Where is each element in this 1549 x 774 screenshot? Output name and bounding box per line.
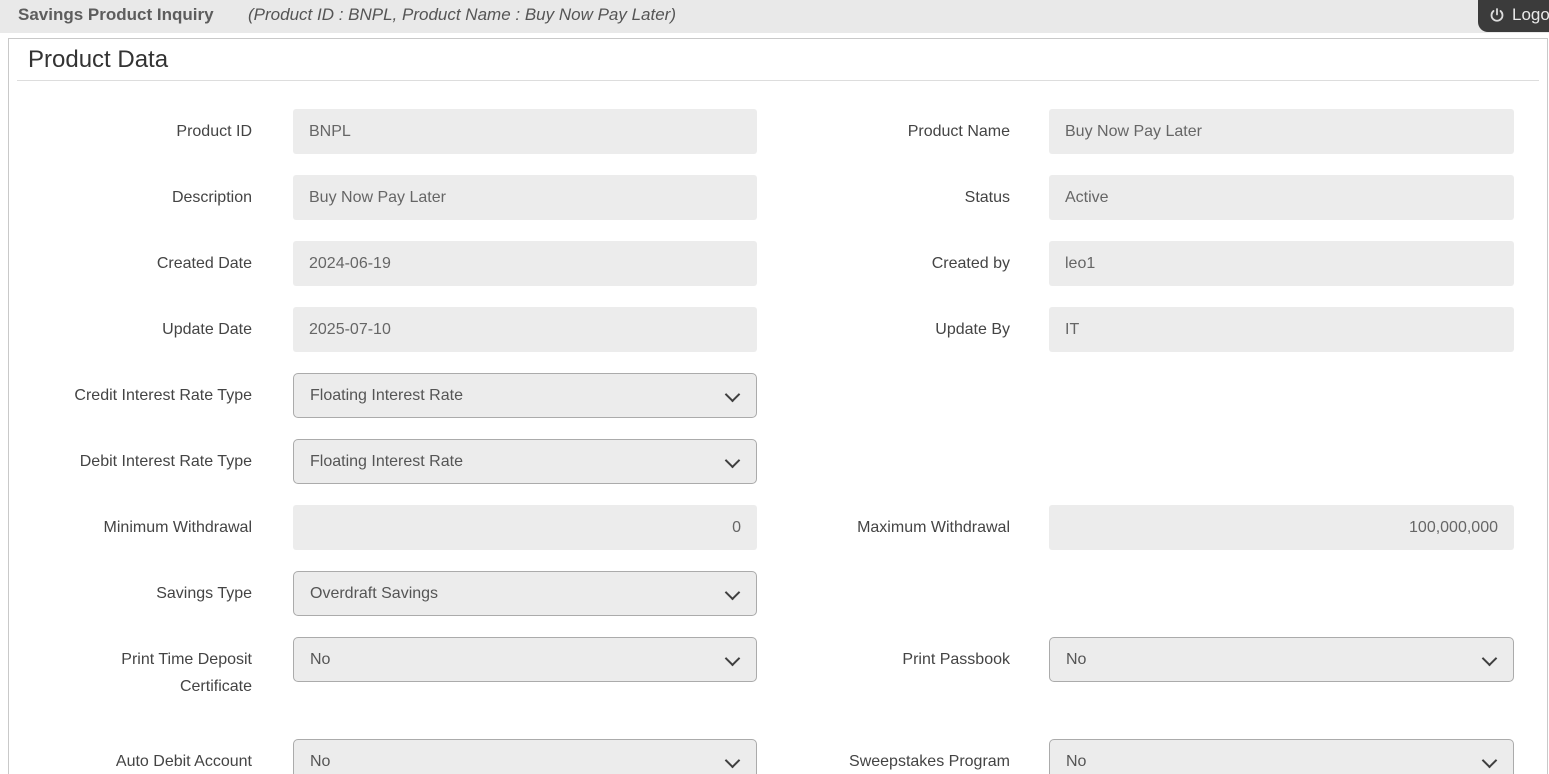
print-time-deposit-certificate-label: Print Time Deposit Certificate xyxy=(121,651,252,695)
created-date-input[interactable] xyxy=(293,241,757,286)
product-data-form: Product ID Product Name Description Stat… xyxy=(9,81,1547,774)
created-date-label: Created Date xyxy=(156,255,252,272)
savings-type-value: Overdraft Savings xyxy=(310,584,439,602)
form-row: Product ID Product Name xyxy=(9,109,1547,154)
chevron-down-icon xyxy=(1481,752,1498,769)
sweepstakes-program-value: No xyxy=(1066,752,1087,770)
description-label: Description xyxy=(171,189,252,206)
chevron-down-icon xyxy=(724,584,741,601)
sweepstakes-program-label: Sweepstakes Program xyxy=(849,753,1010,770)
print-time-deposit-certificate-select[interactable]: No xyxy=(293,637,757,682)
product-id-label: Product ID xyxy=(176,123,252,140)
debit-interest-rate-type-value: Floating Interest Rate xyxy=(310,452,463,470)
logout-label: Logout xyxy=(1512,5,1549,24)
debit-interest-rate-type-label: Debit Interest Rate Type xyxy=(79,453,252,470)
product-data-panel: Product Data Product ID Product Name Des… xyxy=(8,38,1548,774)
minimum-withdrawal-label: Minimum Withdrawal xyxy=(103,519,252,536)
update-date-label: Update Date xyxy=(162,321,252,338)
savings-type-label: Savings Type xyxy=(156,585,252,602)
form-row: Savings Type Overdraft Savings xyxy=(9,571,1547,616)
product-id-input[interactable] xyxy=(293,109,757,154)
page-subtitle: (Product ID : BNPL, Product Name : Buy N… xyxy=(248,5,676,24)
maximum-withdrawal-input[interactable] xyxy=(1049,505,1514,550)
savings-type-select[interactable]: Overdraft Savings xyxy=(293,571,757,616)
update-by-label: Update By xyxy=(935,321,1010,338)
product-name-label: Product Name xyxy=(907,123,1010,140)
auto-debit-account-label: Auto Debit Account xyxy=(115,753,252,770)
print-passbook-label: Print Passbook xyxy=(902,651,1010,668)
form-row: Credit Interest Rate Type Floating Inter… xyxy=(9,373,1547,418)
chevron-down-icon xyxy=(724,452,741,469)
print-passbook-value: No xyxy=(1066,650,1087,668)
form-row: Print Time Deposit Certificate No Print … xyxy=(9,637,1547,700)
chevron-down-icon xyxy=(724,386,741,403)
auto-debit-account-select[interactable]: No xyxy=(293,739,757,774)
maximum-withdrawal-label: Maximum Withdrawal xyxy=(857,519,1010,536)
created-by-label: Created by xyxy=(931,255,1010,272)
form-row: Minimum Withdrawal Maximum Withdrawal xyxy=(9,505,1547,550)
auto-debit-account-value: No xyxy=(310,752,331,770)
status-label: Status xyxy=(964,189,1010,206)
chevron-down-icon xyxy=(724,650,741,667)
print-passbook-select[interactable]: No xyxy=(1049,637,1514,682)
power-icon xyxy=(1489,8,1505,24)
minimum-withdrawal-input[interactable] xyxy=(293,505,757,550)
chevron-down-icon xyxy=(1481,650,1498,667)
form-row: Created Date Created by xyxy=(9,241,1547,286)
product-name-input[interactable] xyxy=(1049,109,1514,154)
description-input[interactable] xyxy=(293,175,757,220)
credit-interest-rate-type-label: Credit Interest Rate Type xyxy=(74,387,252,404)
status-input[interactable] xyxy=(1049,175,1514,220)
top-header-bar: Savings Product Inquiry (Product ID : BN… xyxy=(0,0,1549,33)
update-date-input[interactable] xyxy=(293,307,757,352)
credit-interest-rate-type-select[interactable]: Floating Interest Rate xyxy=(293,373,757,418)
title-divider xyxy=(17,80,1539,81)
section-title: Product Data xyxy=(28,46,169,73)
form-row: Auto Debit Account No Sweepstakes Progra… xyxy=(9,739,1547,774)
credit-interest-rate-type-value: Floating Interest Rate xyxy=(310,386,463,404)
print-time-deposit-certificate-value: No xyxy=(310,650,331,668)
debit-interest-rate-type-select[interactable]: Floating Interest Rate xyxy=(293,439,757,484)
sweepstakes-program-select[interactable]: No xyxy=(1049,739,1514,774)
page-title: Savings Product Inquiry xyxy=(18,5,214,24)
created-by-input[interactable] xyxy=(1049,241,1514,286)
chevron-down-icon xyxy=(724,752,741,769)
form-row: Update Date Update By xyxy=(9,307,1547,352)
form-row: Debit Interest Rate Type Floating Intere… xyxy=(9,439,1547,484)
logout-button[interactable]: Logout xyxy=(1478,0,1549,32)
form-row: Description Status xyxy=(9,175,1547,220)
update-by-input[interactable] xyxy=(1049,307,1514,352)
